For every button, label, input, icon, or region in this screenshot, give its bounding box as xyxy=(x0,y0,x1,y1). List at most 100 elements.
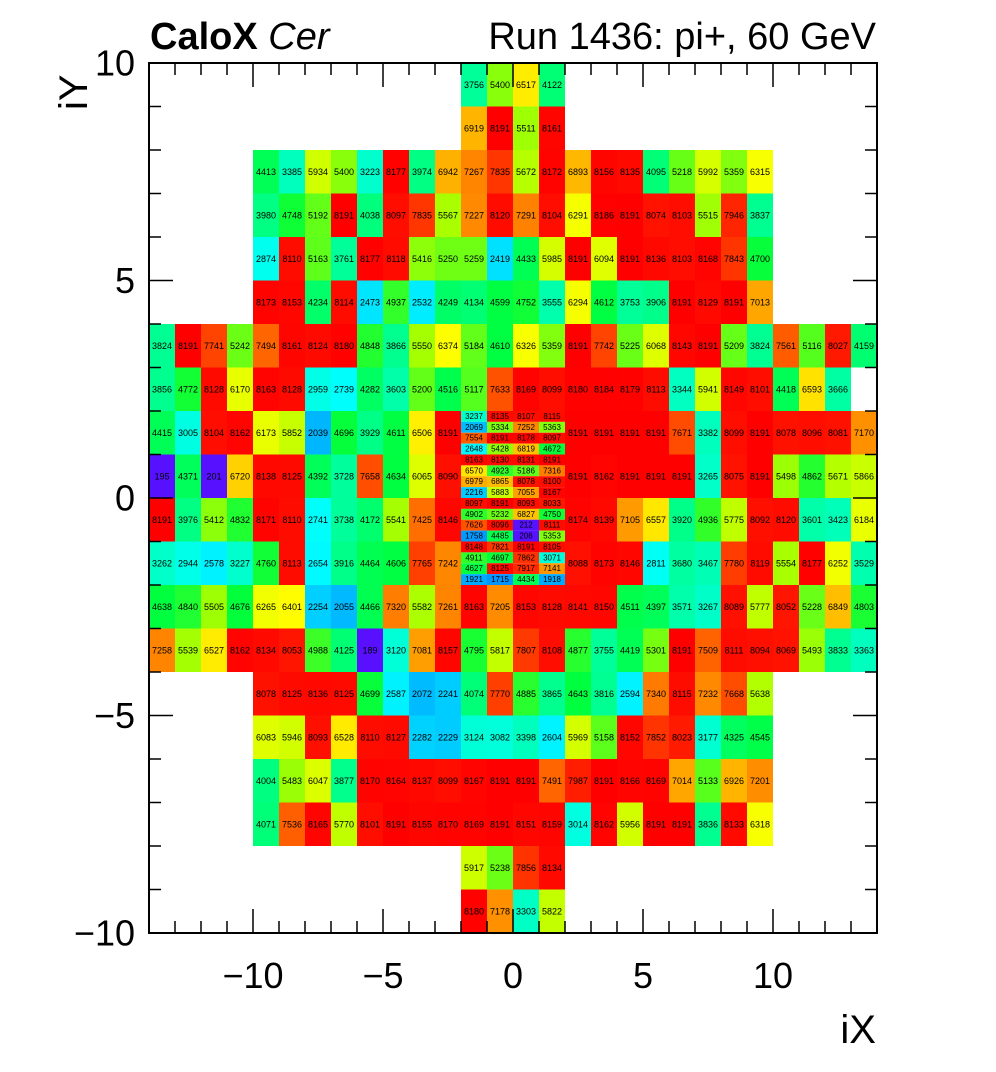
cell-value-label: 3555 xyxy=(542,297,562,307)
cell-value-label: 2648 xyxy=(465,445,483,454)
cell-value-label: 3005 xyxy=(178,428,198,438)
cell-value-label: 5498 xyxy=(776,471,796,481)
heatmap-cell xyxy=(487,421,513,433)
cell-value-label: 2282 xyxy=(412,732,432,742)
heatmap-cell xyxy=(669,193,695,237)
heatmap-cell xyxy=(591,802,617,846)
cell-value-label: 7105 xyxy=(620,515,640,525)
cell-value-label: 3836 xyxy=(698,819,718,829)
heatmap-cell xyxy=(227,411,253,455)
heatmap-cell xyxy=(279,672,305,716)
cell-value-label: 4937 xyxy=(386,297,406,307)
heatmap-cell xyxy=(279,411,305,455)
cell-value-label: 3529 xyxy=(854,558,874,568)
cell-value-label: 3755 xyxy=(594,645,614,655)
cell-value-label: 3976 xyxy=(178,515,198,525)
heatmap-cell xyxy=(357,367,383,411)
heatmap-cell xyxy=(747,411,773,455)
cell-value-label: 6315 xyxy=(750,167,770,177)
heatmap-cell xyxy=(825,367,851,411)
cell-value-label: 6528 xyxy=(334,732,354,742)
heatmap-cell xyxy=(383,672,409,716)
cell-value-label: 2532 xyxy=(412,297,432,307)
heatmap-cell xyxy=(461,541,487,553)
heatmap-cell xyxy=(331,367,357,411)
heatmap-cell xyxy=(383,715,409,759)
cell-value-label: 6720 xyxy=(230,471,250,481)
heatmap-cell xyxy=(331,585,357,629)
heatmap-cell xyxy=(747,324,773,368)
heatmap-cell xyxy=(253,715,279,759)
heatmap-cell xyxy=(695,628,721,672)
cell-value-label: 7494 xyxy=(256,341,276,351)
cell-value-label: 4234 xyxy=(308,297,328,307)
heatmap-cell xyxy=(357,672,383,716)
heatmap-cell xyxy=(461,367,487,411)
heatmap-cell xyxy=(591,715,617,759)
heatmap-cell xyxy=(461,715,487,759)
cell-value-label: 2419 xyxy=(490,254,510,264)
heatmap-cell xyxy=(513,530,539,542)
cell-value-label: 5883 xyxy=(491,488,509,497)
cell-value-label: 5946 xyxy=(282,732,302,742)
cell-value-label: 8191 xyxy=(438,428,458,438)
cell-value-label: 8162 xyxy=(230,428,250,438)
cell-value-label: 3267 xyxy=(698,602,718,612)
heatmap-cell xyxy=(617,541,643,585)
heatmap-cell xyxy=(695,585,721,629)
cell-value-label: 4599 xyxy=(490,297,510,307)
heatmap-cell xyxy=(643,150,669,194)
cell-value-label: 5582 xyxy=(412,602,432,612)
cell-value-label: 8097 xyxy=(386,210,406,220)
heatmap-cell xyxy=(357,585,383,629)
cell-value-label: 8191 xyxy=(620,210,640,220)
heatmap-cell xyxy=(461,63,487,107)
heatmap-cell xyxy=(539,63,565,107)
heatmap-cell xyxy=(591,411,617,455)
cell-value-label: 5539 xyxy=(178,645,198,655)
heatmap-cell xyxy=(539,628,565,672)
cell-value-label: 3082 xyxy=(490,732,510,742)
cell-value-label: 8164 xyxy=(386,776,406,786)
heatmap-cell xyxy=(305,411,331,455)
heatmap-cell xyxy=(617,237,643,281)
heatmap-cell xyxy=(435,411,461,455)
heatmap-cell xyxy=(409,585,435,629)
cell-value-label: 4004 xyxy=(256,776,276,786)
cell-value-label: 212 xyxy=(519,521,533,530)
heatmap-cell xyxy=(279,498,305,542)
cell-value-label: 4902 xyxy=(465,510,483,519)
cell-value-label: 8150 xyxy=(594,602,614,612)
heatmap-cell xyxy=(461,585,487,629)
cell-value-label: 2578 xyxy=(204,558,224,568)
heatmap-cell xyxy=(201,411,227,455)
cell-value-label: 8161 xyxy=(282,341,302,351)
heatmap-cell xyxy=(253,280,279,324)
x-tick-label: 10 xyxy=(753,955,793,996)
heatmap-cell xyxy=(747,280,773,324)
heatmap-cell xyxy=(461,574,487,586)
heatmap-cell xyxy=(825,541,851,585)
heatmap-cell xyxy=(227,367,253,411)
heatmap-cell xyxy=(331,280,357,324)
cell-value-label: 8115 xyxy=(672,689,691,699)
heatmap-cell xyxy=(721,367,747,411)
cell-value-label: 3837 xyxy=(750,210,770,220)
heatmap-cell xyxy=(721,541,747,585)
cell-value-label: 8163 xyxy=(465,455,483,464)
cell-value-label: 8191 xyxy=(646,819,666,829)
heatmap-cell xyxy=(435,585,461,629)
heatmap-cell xyxy=(487,324,513,368)
cell-value-label: 4516 xyxy=(438,384,458,394)
cell-value-label: 4392 xyxy=(308,471,328,481)
heatmap-cell xyxy=(591,628,617,672)
cell-value-label: 5416 xyxy=(412,254,432,264)
cell-value-label: 2254 xyxy=(308,602,328,612)
cell-value-label: 8110 xyxy=(282,515,301,525)
heatmap-cell xyxy=(539,519,565,531)
heatmap-cell xyxy=(513,367,539,411)
heatmap-cell xyxy=(383,541,409,585)
cell-value-label: 3866 xyxy=(386,341,406,351)
heatmap-cell xyxy=(669,498,695,542)
heatmap-cell xyxy=(825,585,851,629)
